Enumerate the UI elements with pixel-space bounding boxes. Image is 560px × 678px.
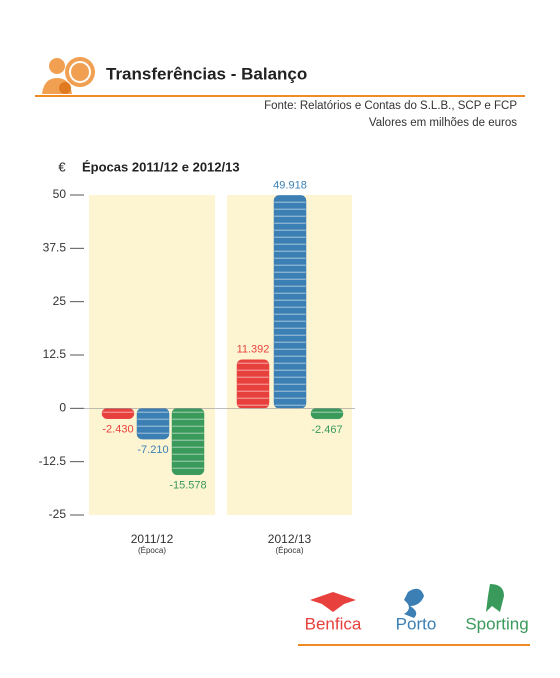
value-label: -2.467 (311, 424, 342, 436)
value-label: -7.210 (137, 444, 168, 456)
bar (273, 195, 307, 409)
y-tick-label: 0 (59, 401, 66, 415)
bar (101, 408, 135, 419)
chart-title: Transferências - Balanço (106, 64, 307, 83)
y-unit: € (58, 159, 66, 174)
x-tick-sublabel: (Época) (138, 546, 166, 555)
bar (310, 408, 344, 420)
value-label: 49.918 (273, 179, 307, 191)
legend-label: Benfica (305, 614, 362, 633)
legend-label: Porto (396, 614, 437, 633)
bar (136, 408, 170, 440)
subtitle: Épocas 2011/12 e 2012/13 (82, 159, 240, 174)
y-tick-label: 12.5 (43, 347, 67, 361)
porto-logo (404, 588, 424, 618)
sporting-logo (486, 584, 504, 612)
y-tick-label: 25 (53, 294, 67, 308)
x-tick-sublabel: (Época) (275, 546, 303, 555)
x-tick-label: 2012/13 (268, 532, 312, 546)
y-tick-label: -25 (49, 507, 67, 521)
x-tick-label: 2011/12 (131, 532, 174, 546)
value-label: -15.578 (169, 480, 206, 492)
value-label: -2.430 (102, 424, 133, 436)
y-tick-label: 37.5 (43, 241, 67, 255)
benfica-logo (310, 592, 356, 612)
unit-note: Valores em milhões de euros (369, 117, 517, 129)
value-label: 11.392 (237, 344, 270, 356)
header-icon (42, 57, 95, 94)
y-tick-label: 50 (53, 187, 67, 201)
bar (236, 359, 270, 409)
bar (171, 408, 205, 476)
y-tick-label: -12.5 (39, 454, 67, 468)
legend-label: Sporting (465, 614, 528, 633)
source: Fonte: Relatórios e Contas do S.L.B., SC… (264, 100, 517, 112)
